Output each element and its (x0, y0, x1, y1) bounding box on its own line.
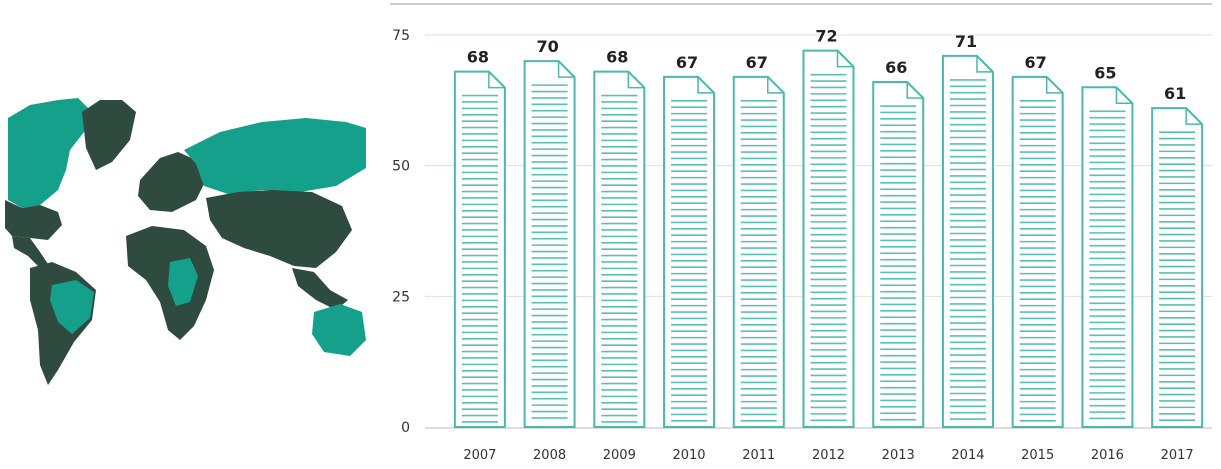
x-tick-label-2015: 2015 (1021, 448, 1054, 463)
bar-2012 (802, 49, 855, 428)
data-label-2009: 68 (606, 48, 628, 67)
data-label-2010: 67 (676, 53, 698, 72)
bar-fold-corner (488, 71, 505, 89)
europe-region (138, 152, 206, 212)
data-labels: 68 70 68 67 67 72 66 71 67 65 61 (467, 27, 1187, 103)
bar-document-shape (1011, 75, 1064, 428)
bar-document-shape (941, 54, 994, 428)
central-america-region (12, 236, 48, 268)
y-tick-label: 0 (401, 420, 410, 436)
data-label-2015: 67 (1025, 53, 1047, 72)
bar-fold-corner (836, 50, 854, 68)
north-america-region (8, 98, 92, 208)
x-tick-label-2016: 2016 (1091, 448, 1124, 463)
data-label-2014: 71 (955, 32, 977, 51)
bar-2015 (1011, 75, 1064, 428)
bar-document-shape (523, 60, 576, 428)
data-label-2007: 68 (467, 48, 489, 67)
bar-fold-corner (1045, 76, 1063, 94)
data-label-2008: 70 (536, 37, 558, 56)
y-tick-label: 75 (392, 28, 410, 44)
x-tick-label-2008: 2008 (533, 448, 566, 463)
bar-document-shape (1081, 86, 1134, 428)
data-label-2011: 67 (746, 53, 768, 72)
bar-fold-corner (976, 55, 993, 73)
bar-document-shape (872, 81, 925, 428)
x-tick-label-2012: 2012 (812, 448, 845, 463)
australia-region (312, 304, 366, 356)
x-axis-labels: 2007 2008 2009 2010 2011 2012 2013 2014 2015 2016… (463, 448, 1193, 463)
southeast-asia-region (292, 268, 348, 310)
bar-fold-corner (906, 82, 924, 99)
bar-fold-corner (1185, 108, 1203, 125)
bar-2007 (453, 70, 506, 428)
asia-region (206, 190, 352, 268)
bar-2017 (1151, 107, 1204, 428)
bar-2011 (732, 75, 785, 428)
data-label-2017: 61 (1164, 84, 1186, 103)
central-africa-region (168, 258, 198, 306)
bar-2013 (872, 81, 925, 428)
bar-document-shape (1151, 107, 1204, 428)
bar-2014 (941, 54, 994, 428)
data-label-2012: 72 (815, 27, 837, 46)
x-tick-label-2009: 2009 (603, 448, 636, 463)
bar-fold-corner (557, 61, 575, 78)
greenland-region (82, 100, 136, 170)
bar-document-shape (663, 75, 716, 428)
bar-2008 (523, 60, 576, 428)
bar-fold-corner (697, 76, 715, 94)
y-tick-label: 25 (392, 289, 410, 305)
x-tick-label-2017: 2017 (1161, 448, 1194, 463)
data-label-2013: 66 (885, 58, 907, 77)
y-axis-ticks: 0 25 50 75 (392, 28, 410, 436)
x-tick-label-2014: 2014 (951, 448, 984, 463)
y-tick-label: 50 (392, 159, 410, 175)
x-tick-label-2007: 2007 (463, 448, 496, 463)
bars (453, 49, 1204, 428)
bar-2009 (593, 70, 646, 428)
world-map (5, 98, 366, 385)
x-tick-label-2011: 2011 (742, 448, 775, 463)
bar-2010 (663, 75, 716, 428)
bar-2016 (1081, 86, 1134, 428)
brazil-region (50, 280, 94, 334)
bar-fold-corner (1115, 87, 1133, 105)
data-label-2016: 65 (1094, 63, 1116, 82)
x-tick-label-2013: 2013 (882, 448, 915, 463)
bar-document-shape (732, 75, 785, 428)
x-tick-label-2010: 2010 (672, 448, 705, 463)
bar-fold-corner (767, 76, 784, 94)
usa-region (5, 200, 62, 240)
russia-region (184, 118, 366, 194)
bar-fold-corner (627, 71, 645, 89)
